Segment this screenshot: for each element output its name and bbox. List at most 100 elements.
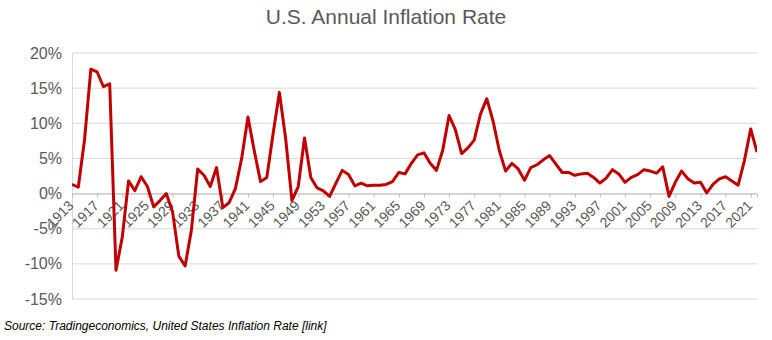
x-tick-label: 1973 — [420, 197, 453, 230]
x-tick-mark — [625, 194, 626, 198]
x-tick: 1949 — [270, 194, 303, 231]
y-tick-label: 15% — [30, 80, 62, 97]
x-tick-mark — [122, 194, 123, 198]
x-tick-label: 1977 — [446, 197, 479, 230]
chart-title: U.S. Annual Inflation Rate — [266, 5, 507, 28]
x-tick-mark — [273, 194, 274, 198]
x-tick-mark — [600, 194, 601, 198]
x-tick-mark — [474, 194, 475, 198]
x-tick: 1913 — [43, 194, 76, 231]
x-tick: 1957 — [320, 194, 353, 231]
y-tick: -15% — [25, 291, 72, 308]
x-tick: 1977 — [446, 194, 479, 231]
x-tick-mark — [173, 194, 174, 198]
y-tick: 10% — [30, 115, 72, 132]
x-tick-mark — [72, 194, 73, 198]
x-tick-label: 2021 — [722, 197, 755, 230]
x-tick-mark — [575, 194, 576, 198]
x-tick: 1993 — [546, 194, 579, 231]
grid-line — [72, 53, 757, 54]
x-tick-mark — [349, 194, 350, 198]
y-tick: 15% — [30, 80, 72, 97]
plot-area — [72, 69, 757, 270]
y-tick-label: 0% — [39, 185, 62, 202]
grid-line — [72, 299, 757, 300]
x-tick-mark — [524, 194, 525, 198]
x-tick-mark — [726, 194, 727, 198]
y-axis: -15%-10%-5%0%5%10%15%20% — [25, 45, 73, 308]
x-tick: 2013 — [672, 194, 705, 231]
x-tick-label: 1989 — [521, 197, 554, 230]
x-tick: 1981 — [471, 194, 504, 231]
grid-line — [72, 123, 757, 124]
x-tick-label: 1957 — [320, 197, 353, 230]
x-tick-label: 2009 — [647, 197, 680, 230]
inflation-line — [72, 69, 757, 270]
x-axis-line — [73, 194, 758, 198]
y-tick: -10% — [25, 255, 72, 272]
x-tick-label: 1997 — [571, 197, 604, 230]
x-tick-label: 2005 — [621, 197, 654, 230]
y-axis-line — [72, 54, 73, 300]
x-tick: 1921 — [94, 194, 127, 231]
x-tick-label: 2001 — [596, 197, 629, 230]
x-tick-label: 2013 — [672, 197, 705, 230]
y-tick-label: -15% — [25, 291, 62, 308]
x-tick-label: 1961 — [345, 197, 378, 230]
x-tick: 1965 — [370, 194, 403, 231]
x-tick-mark — [399, 194, 400, 198]
x-tick: 2005 — [621, 194, 654, 231]
x-tick-mark — [323, 194, 324, 198]
chart-container: U.S. Annual Inflation Rate-15%-10%-5%0%5… — [0, 0, 772, 340]
x-tick-label: 1941 — [219, 197, 252, 230]
x-tick-label: 1917 — [68, 197, 101, 230]
x-tick-mark — [499, 194, 500, 198]
x-tick-label: 1953 — [295, 197, 328, 230]
chart-svg: U.S. Annual Inflation Rate-15%-10%-5%0%5… — [0, 0, 772, 340]
y-tick-label: 5% — [39, 150, 62, 167]
x-tick: 1961 — [345, 194, 378, 231]
grid — [72, 53, 757, 299]
y-tick-label: 10% — [30, 115, 62, 132]
x-tick-mark — [223, 194, 224, 198]
x-tick: 1969 — [395, 194, 428, 231]
x-tick: 1945 — [244, 194, 277, 231]
x-tick-mark — [700, 194, 701, 198]
x-tick-mark — [374, 194, 375, 198]
x-tick-mark — [198, 194, 199, 198]
x-tick-label: 1969 — [395, 197, 428, 230]
x-tick: 1953 — [295, 194, 328, 231]
x-tick: 1917 — [68, 194, 101, 231]
x-tick-mark — [650, 194, 651, 198]
y-tick-label: -10% — [25, 255, 62, 272]
x-tick-label: 1985 — [496, 197, 529, 230]
x-tick-mark — [298, 194, 299, 198]
source-note: Source: Tradingeconomics, United States … — [4, 319, 327, 333]
x-tick-label: 1981 — [471, 197, 504, 230]
x-tick-mark — [675, 194, 676, 198]
x-tick-mark — [751, 194, 752, 198]
y-tick-label: 20% — [30, 45, 62, 62]
x-tick-mark — [248, 194, 249, 198]
x-tick: 1941 — [219, 194, 252, 231]
x-tick-label: 1945 — [244, 197, 277, 230]
x-tick-label: 2017 — [697, 197, 730, 230]
x-tick-mark — [550, 194, 551, 198]
x-tick-label: 1993 — [546, 197, 579, 230]
y-tick: 20% — [30, 45, 72, 62]
x-tick: 2017 — [697, 194, 730, 231]
x-tick-label: 1913 — [43, 197, 76, 230]
x-tick: 2001 — [596, 194, 629, 231]
x-tick-mark — [424, 194, 425, 198]
x-tick-mark — [449, 194, 450, 198]
x-tick: 2009 — [647, 194, 680, 231]
x-tick: 2021 — [722, 194, 755, 231]
x-tick-label: 1949 — [270, 197, 303, 230]
y-tick: 5% — [39, 150, 72, 167]
x-tick: 1997 — [571, 194, 604, 231]
x-tick: 1973 — [420, 194, 453, 231]
grid-line — [72, 88, 757, 89]
x-tick: 1985 — [496, 194, 529, 231]
x-tick-mark — [97, 194, 98, 198]
x-tick-label: 1965 — [370, 197, 403, 230]
